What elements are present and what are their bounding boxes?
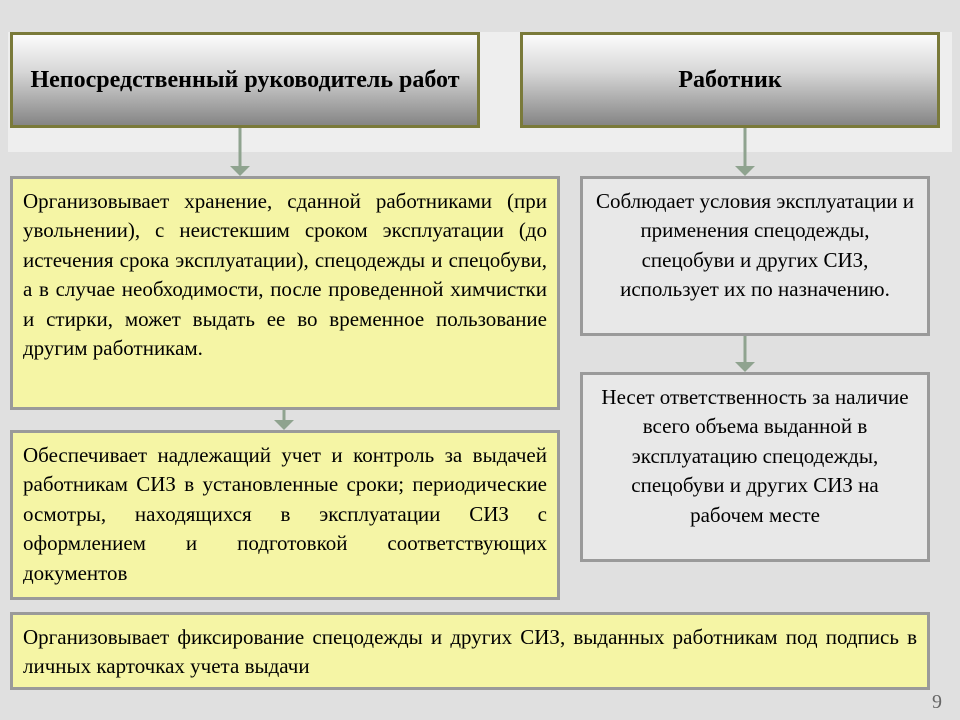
header-left: Непосредственный руководитель работ bbox=[10, 32, 480, 128]
box-supervisor-2: Обеспечивает надлежащий учет и контроль … bbox=[10, 430, 560, 600]
box-supervisor-3: Организовывает фиксирование спецодежды и… bbox=[10, 612, 930, 690]
page-number: 9 bbox=[932, 691, 942, 714]
header-right-text: Работник bbox=[678, 67, 781, 94]
box-supervisor-3-text: Организовывает фиксирование спецодежды и… bbox=[23, 625, 917, 678]
box-supervisor-2-text: Обеспечивает надлежащий учет и контроль … bbox=[23, 443, 547, 585]
box-worker-1-text: Соблюдает условия эксплуатации и примене… bbox=[596, 189, 914, 301]
box-worker-2: Несет ответственность за наличие всего о… bbox=[580, 372, 930, 562]
header-right: Работник bbox=[520, 32, 940, 128]
box-supervisor-1: Организовывает хранение, сданной работни… bbox=[10, 176, 560, 410]
box-worker-2-text: Несет ответственность за наличие всего о… bbox=[601, 385, 908, 527]
arrow-down-icon bbox=[733, 336, 757, 372]
box-worker-1: Соблюдает условия эксплуатации и примене… bbox=[580, 176, 930, 336]
header-left-text: Непосредственный руководитель работ bbox=[30, 67, 459, 94]
box-supervisor-1-text: Организовывает хранение, сданной работни… bbox=[23, 189, 547, 360]
arrow-down-icon bbox=[272, 410, 296, 430]
page-root: Непосредственный руководитель работ Рабо… bbox=[0, 0, 960, 720]
